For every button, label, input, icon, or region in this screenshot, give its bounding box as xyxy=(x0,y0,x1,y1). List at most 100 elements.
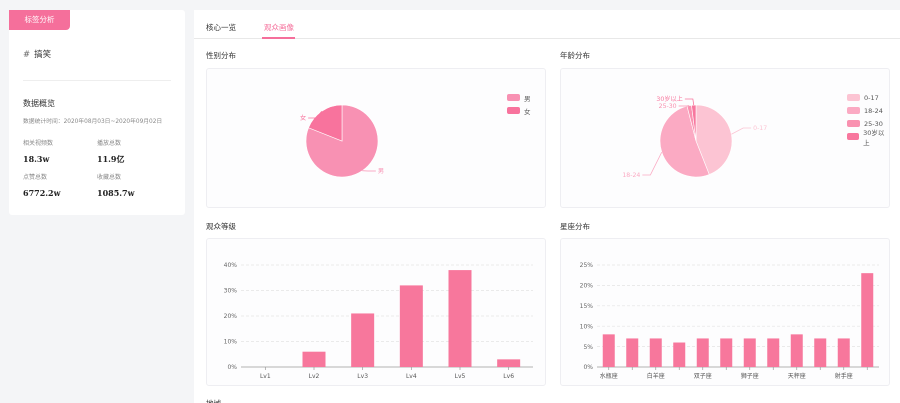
legend-item-0[interactable]: 0-17 xyxy=(847,91,889,104)
x-tick-label: Lv5 xyxy=(455,373,466,380)
y-tick-label: 40% xyxy=(224,262,238,269)
y-tick-label: 30% xyxy=(224,288,238,295)
y-tick-label: 5% xyxy=(583,344,593,351)
main-panel: 核心一览 观众画像 性别分布 年龄分布 男女 男女 0-17 18-24 25-30… xyxy=(194,10,900,403)
tab-audience-profile[interactable]: 观众画像 xyxy=(264,23,294,32)
bar-9[interactable] xyxy=(814,338,827,367)
level-chart: 0% 10% 20% 30% 40% Lv1 Lv2 Lv3 Lv4 Lv5 Lv6 xyxy=(206,238,546,386)
age-chart: 0-17 18-24 25-30 30岁以上 0-17 18-24 25-30 30岁以上 xyxy=(560,68,890,208)
x-tick-label: Lv4 xyxy=(406,373,417,380)
pie-slice-3[interactable] xyxy=(691,104,697,142)
bar-3[interactable] xyxy=(399,285,423,367)
x-tick-label: 狮子座 xyxy=(741,372,759,380)
legend-label: 0-17 xyxy=(864,93,879,102)
bar-5[interactable] xyxy=(497,359,521,367)
bar-2[interactable] xyxy=(351,313,375,367)
stat-label-favorites: 收藏总数 xyxy=(97,174,122,181)
legend-swatch xyxy=(847,107,860,114)
stat-label-likes: 点赞总数 xyxy=(23,174,48,181)
legend-item-1[interactable]: 女 xyxy=(507,104,531,117)
y-tick-label: 10% xyxy=(580,323,594,330)
y-tick-label: 0% xyxy=(227,364,237,371)
age-section-title: 年龄分布 xyxy=(560,51,590,60)
x-tick-label: Lv3 xyxy=(357,373,368,380)
gender-section-title: 性别分布 xyxy=(206,51,236,60)
x-tick-label: Lv1 xyxy=(260,373,271,380)
level-bar-svg: 0% 10% 20% 30% 40% Lv1 Lv2 Lv3 Lv4 Lv5 Lv6 xyxy=(224,262,533,380)
bar-1[interactable] xyxy=(302,351,326,367)
y-tick-label: 15% xyxy=(580,303,594,310)
pie-label-1: 18-24 xyxy=(622,172,640,179)
y-tick-label: 25% xyxy=(580,262,594,269)
legend-label: 18-24 xyxy=(864,106,883,115)
pie-label-0: 男 xyxy=(378,168,384,175)
y-tick-label: 10% xyxy=(224,339,238,346)
bar-4[interactable] xyxy=(696,338,709,367)
pie-label-line-0 xyxy=(731,127,752,135)
legend-item-0[interactable]: 男 xyxy=(507,91,531,104)
region-section-title: 地域 xyxy=(206,398,221,403)
stat-value-plays: 11.9亿 xyxy=(97,154,125,164)
bar-8[interactable] xyxy=(790,334,803,367)
legend-swatch xyxy=(507,94,520,101)
legend-label: 男 xyxy=(524,94,531,103)
bar-5[interactable] xyxy=(720,338,733,367)
legend-swatch xyxy=(847,120,860,127)
bar-10[interactable] xyxy=(837,338,850,367)
bar-6[interactable] xyxy=(743,338,756,367)
pie-label-1: 女 xyxy=(300,114,306,122)
gender-pie-svg: 男女 xyxy=(300,104,384,178)
gender-legend: 男女 xyxy=(507,91,531,117)
level-section-title: 观众等级 xyxy=(206,222,236,231)
stat-value-favorites: 1085.7w xyxy=(97,188,135,198)
pie-label-line-1 xyxy=(308,110,323,119)
zodiac-section-title: 星座分布 xyxy=(560,222,590,231)
legend-label: 30岁以上 xyxy=(863,128,885,147)
legend-label: 女 xyxy=(524,107,531,116)
tab-bar: 核心一览 观众画像 xyxy=(194,10,900,39)
bar-2[interactable] xyxy=(649,338,662,367)
tag-analysis-button[interactable]: 标签分析 xyxy=(9,10,70,30)
x-tick-label: 射手座 xyxy=(835,372,853,380)
pie-label-2: 25-30 xyxy=(659,103,677,110)
legend-item-3[interactable]: 30岁以上 xyxy=(847,129,889,147)
legend-swatch xyxy=(507,107,520,114)
bar-1[interactable] xyxy=(626,338,639,367)
divider xyxy=(23,80,171,81)
bar-11[interactable] xyxy=(861,273,874,367)
legend-swatch xyxy=(847,133,860,140)
tab-core-overview[interactable]: 核心一览 xyxy=(206,23,236,32)
stats-period: 数据统计时间：2020年08月03日~2020年09月02日 xyxy=(23,119,163,125)
y-tick-label: 20% xyxy=(580,283,594,290)
topic-card: 标签分析 # 搞笑 数据概览 数据统计时间：2020年08月03日~2020年09… xyxy=(9,10,185,215)
stat-value-likes: 6772.2w xyxy=(23,188,61,198)
bar-0[interactable] xyxy=(602,334,615,367)
zodiac-bar-svg: 0% 5% 10% 15% 20% 25% 水瓶座 白羊座 双子座 狮子座 天秤座 射手座 xyxy=(580,262,879,380)
x-tick-label: Lv6 xyxy=(503,373,514,380)
pie-label-3: 30岁以上 xyxy=(656,95,682,103)
x-tick-label: 白羊座 xyxy=(647,372,665,380)
bar-3[interactable] xyxy=(673,342,686,367)
overview-title: 数据概览 xyxy=(23,99,55,108)
x-tick-label: 天秤座 xyxy=(788,372,806,380)
zodiac-chart: 0% 5% 10% 15% 20% 25% 水瓶座 白羊座 双子座 狮子座 天秤座 射手座 xyxy=(560,238,890,386)
age-legend: 0-17 18-24 25-30 30岁以上 xyxy=(847,91,889,147)
gender-chart: 男女 男女 xyxy=(206,68,546,208)
stat-value-videos: 18.3w xyxy=(23,154,50,164)
legend-label: 25-30 xyxy=(864,119,883,128)
pie-label-0: 0-17 xyxy=(753,125,767,132)
bar-7[interactable] xyxy=(767,338,780,367)
topic-title: # 搞笑 xyxy=(23,48,51,60)
hash-icon: # xyxy=(23,50,31,60)
legend-swatch xyxy=(847,94,860,101)
pie-slice-0[interactable] xyxy=(695,104,733,175)
x-tick-label: Lv2 xyxy=(309,373,320,380)
legend-item-2[interactable]: 25-30 xyxy=(847,117,889,130)
stat-label-videos: 相关视频数 xyxy=(23,140,54,147)
topic-name: 搞笑 xyxy=(34,50,52,60)
stat-label-plays: 播放总数 xyxy=(97,140,122,147)
legend-item-1[interactable]: 18-24 xyxy=(847,104,889,117)
active-tab-indicator xyxy=(262,37,295,39)
bar-4[interactable] xyxy=(448,270,472,367)
